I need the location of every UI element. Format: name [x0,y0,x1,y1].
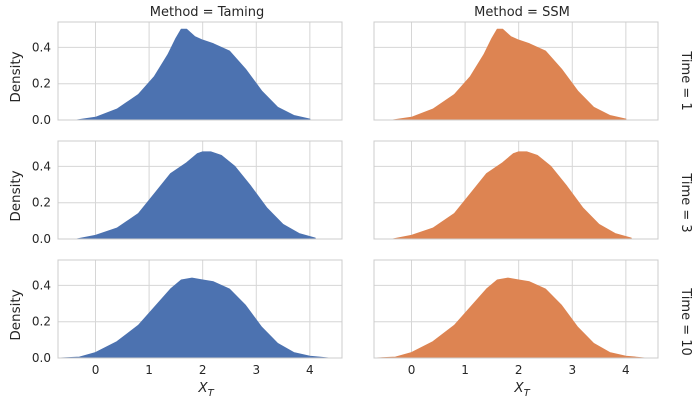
panel-frame [57,21,343,121]
y-tick-label: 0.0 [32,351,51,365]
x-tick-label: 1 [461,363,469,377]
x-label-subscript: T [208,388,215,399]
facet-panel: 0.0 0.2 0.4 [32,140,343,246]
y-tick-label: 0.2 [32,196,51,210]
y-tick-label: 0.2 [32,315,51,329]
x-tick-label: 1 [145,363,153,377]
panel-frame [373,259,659,359]
x-tick-label: 4 [306,363,314,377]
y-tick-label: 0.4 [32,40,51,54]
facet-panel [373,21,659,121]
y-tick-label: 0.2 [32,77,51,91]
panel-frame [373,140,659,240]
density-area [76,151,316,240]
facet-panel: 0.0 0.2 0.4 [32,21,343,127]
col-title-taming: Method = Taming [150,5,264,20]
x-label-subscript: T [524,388,531,399]
panel-frame [57,140,343,240]
figure-labels: Method = Taming Method = SSM Time = 1 Ti… [8,5,693,399]
y-axis-label-row-3: Density [8,289,24,340]
facet-panel: 0.0 0.2 0.4 0 1 2 3 4 [32,259,343,377]
x-tick-label: 0 [408,363,416,377]
x-tick-label: 4 [622,363,630,377]
x-tick-label: 3 [568,363,576,377]
density-area [392,151,632,240]
panel-frame [57,259,343,359]
density-area [60,277,330,359]
density-area [376,277,646,359]
x-tick-label: 0 [92,363,100,377]
y-tick-label: 0.4 [32,159,51,173]
facet-panel: 0 1 2 3 4 [373,259,659,377]
facet-panels: 0.0 0.2 0.4 0.0 0.2 0.4 0.0 0.2 0.4 0 1 2 3 4 0 1 2 3 4 [32,21,659,377]
x-tick-label: 3 [252,363,260,377]
facet-panel [373,140,659,240]
y-tick-label: 0.4 [32,278,51,292]
row-title-time-3: Time = 3 [678,172,693,232]
panel-frame [373,21,659,121]
density-area [392,28,627,121]
x-label-main: X [197,380,208,396]
x-tick-label: 2 [515,363,523,377]
col-title-ssm: Method = SSM [474,5,570,20]
row-title-time-10: Time = 10 [678,287,693,356]
x-axis-label-ssm: XT [513,380,530,399]
y-axis-label-row-1: Density [8,51,24,102]
y-tick-label: 0.0 [32,113,51,127]
y-axis-label-row-2: Density [8,170,24,221]
x-axis-label-taming: XT [197,380,214,399]
x-tick-label: 2 [199,363,207,377]
x-label-main: X [513,380,524,396]
density-area [76,28,311,121]
y-tick-label: 0.0 [32,232,51,246]
row-title-time-1: Time = 1 [678,50,693,110]
